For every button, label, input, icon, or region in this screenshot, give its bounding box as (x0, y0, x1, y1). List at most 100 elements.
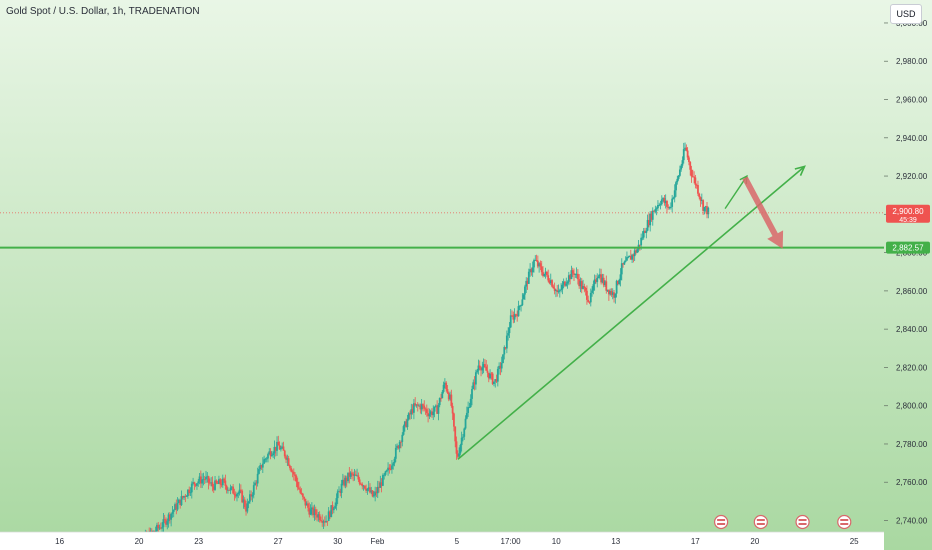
us-flag-event-icon[interactable] (753, 514, 768, 530)
event-icon-stripe (798, 523, 807, 525)
candle-body (469, 398, 472, 408)
candle-body (335, 498, 338, 506)
candle-body (658, 204, 661, 206)
currency-unit-button[interactable]: USD (890, 4, 922, 24)
trend-line[interactable] (457, 165, 806, 460)
candle-body (624, 260, 627, 262)
candle-body (704, 206, 707, 208)
candle-body (259, 465, 262, 470)
candle-body (480, 368, 482, 371)
us-flag-event-icon[interactable] (714, 514, 729, 530)
candle-body (177, 499, 180, 503)
arrow-up-shaft[interactable] (724, 175, 748, 209)
us-flag-event-icon[interactable] (837, 514, 852, 530)
candle-body (645, 230, 648, 233)
candle-body (450, 394, 453, 406)
candle-body (434, 405, 437, 407)
candle-body (517, 306, 520, 317)
candle-body (401, 434, 404, 442)
candle-body (642, 230, 645, 238)
candle-body (663, 198, 666, 204)
price-axis-area[interactable] (884, 0, 932, 550)
candle-body (453, 413, 455, 427)
candle-body (702, 200, 705, 211)
candle-body (514, 314, 517, 316)
candle-body (362, 485, 365, 487)
arrow-down-projection[interactable] (742, 176, 784, 249)
candle-body (261, 463, 264, 468)
candle-body (207, 476, 210, 483)
candle-body (312, 507, 315, 516)
candle-body (442, 384, 445, 392)
candle-body (699, 197, 702, 201)
time-axis[interactable]: 16 20 23 27 30 Feb 5 17:00 10 13 17 20 25 (0, 531, 884, 550)
event-icon-ring (795, 514, 810, 530)
y-tick-label: 2,760.00 (896, 478, 928, 487)
event-icon-stripe (717, 523, 726, 525)
candle-body (371, 490, 374, 497)
candle-body (543, 273, 546, 276)
candle-body (376, 486, 379, 494)
us-flag-event-icon[interactable] (795, 514, 810, 530)
candle-body (396, 445, 399, 448)
candle-body (694, 177, 697, 185)
candle-body (672, 197, 675, 199)
candle-body (398, 441, 401, 449)
candle-body (236, 493, 238, 497)
candle-body (655, 208, 658, 210)
candle-body (611, 292, 614, 295)
candle-body (567, 275, 570, 282)
candle-body (601, 277, 604, 283)
candle-body (265, 458, 268, 460)
candle-body (188, 489, 191, 494)
price-axis[interactable]: 2,740.00 2,760.00 2,780.00 2,800.00 2,820.00… (884, 0, 932, 550)
candle-body (468, 407, 471, 408)
candle-body (440, 398, 442, 399)
candle-body (447, 393, 450, 400)
current-price-label: 2,900.80 (892, 207, 924, 216)
candle-body (564, 281, 566, 286)
candle-body (614, 293, 617, 298)
candle-body (462, 436, 464, 438)
candle-body (425, 409, 428, 414)
candle-body (513, 314, 516, 320)
x-tick-label: 13 (611, 537, 620, 546)
candle-body (354, 474, 357, 476)
candle-body (201, 479, 204, 484)
candle-body (183, 496, 185, 498)
event-icon-stripe (756, 519, 765, 521)
candle-body (681, 160, 684, 166)
candle-body (569, 275, 572, 280)
candle-body (465, 412, 468, 419)
candle-body (166, 521, 169, 525)
time-axis-area[interactable] (0, 532, 884, 550)
candle-body (507, 333, 510, 336)
candle-body (503, 347, 506, 355)
candle-body (234, 494, 237, 497)
y-tick-label: 2,940.00 (896, 134, 928, 143)
candle-body (387, 467, 389, 471)
candle-body (196, 483, 198, 486)
candle-body (490, 373, 493, 375)
candle-body (578, 279, 581, 287)
candle-body (463, 428, 466, 437)
candle-body (167, 514, 170, 522)
candle-body (565, 283, 568, 286)
candle-body (538, 263, 541, 267)
candle-body (181, 496, 184, 498)
candle-body (526, 280, 529, 284)
candle-body (180, 496, 183, 506)
candle-body (322, 521, 325, 523)
candle-body (646, 219, 649, 231)
candle-body (314, 509, 317, 515)
candle-body (547, 275, 550, 281)
candle-body (659, 204, 662, 205)
candle-body (651, 210, 654, 220)
candle-body (631, 254, 634, 260)
candle-body (484, 364, 486, 367)
candle-body (383, 474, 386, 476)
candle-body (405, 421, 408, 428)
candle-body (606, 289, 609, 291)
candle-body (365, 488, 368, 491)
